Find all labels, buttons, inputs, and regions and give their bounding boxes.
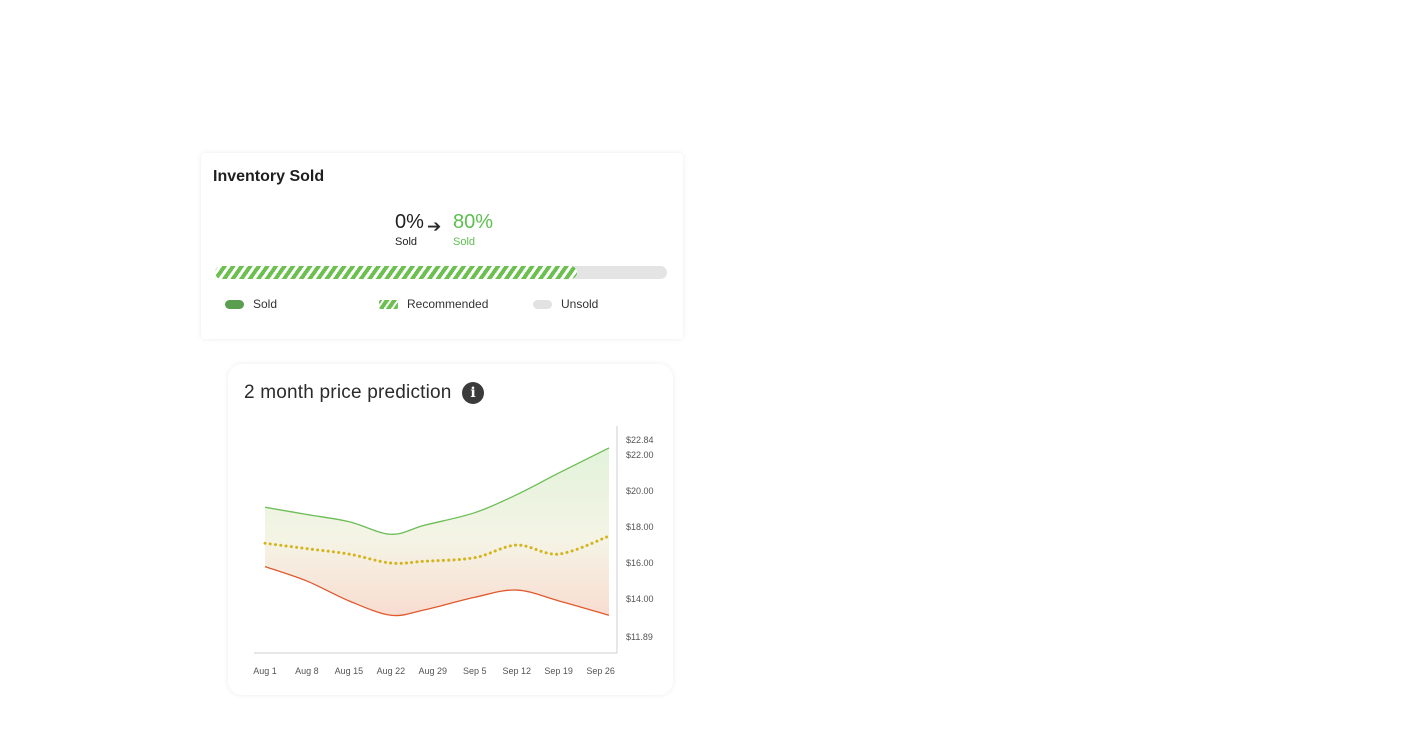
y-tick-label: $22.00 xyxy=(626,450,654,460)
inventory-title: Inventory Sold xyxy=(213,168,325,185)
inventory-progress-bar xyxy=(215,266,667,279)
target-sold-stat: 80% Sold xyxy=(453,211,493,248)
price-prediction-title: 2 month price prediction xyxy=(244,382,452,403)
x-tick-label: Aug 1 xyxy=(253,666,277,676)
recommended-progress-fill xyxy=(215,266,577,279)
price-prediction-card: 2 month price prediction i $22.84 $22.00 $… xyxy=(228,364,673,695)
x-tick-label: Aug 15 xyxy=(335,666,364,676)
legend-sold: Sold xyxy=(225,297,277,311)
x-tick-label: Aug 22 xyxy=(377,666,406,676)
y-tick-label: $20.00 xyxy=(626,486,654,496)
target-sold-label: Sold xyxy=(453,236,476,248)
arrow-right-icon: ➔ xyxy=(427,217,442,236)
target-sold-percent: 80% xyxy=(453,211,494,233)
x-tick-label: Sep 12 xyxy=(502,666,531,676)
series-line-lower xyxy=(264,566,610,617)
current-sold-stat: 0% Sold xyxy=(395,211,424,248)
x-tick-label: Sep 19 xyxy=(544,666,573,676)
x-tick-label: Aug 29 xyxy=(419,666,448,676)
legend-unsold: Unsold xyxy=(533,297,598,311)
y-tick-label: $16.00 xyxy=(626,558,654,568)
y-tick-label: $18.00 xyxy=(626,522,654,532)
y-tick-label: $22.84 xyxy=(626,435,654,445)
legend-recommended: Recommended xyxy=(379,297,488,311)
series-line-upper xyxy=(264,447,610,535)
legend-recommended-swatch xyxy=(379,299,398,309)
y-tick-label: $14.00 xyxy=(626,594,654,604)
info-icon[interactable]: i xyxy=(462,382,484,404)
price-prediction-chart: $22.84 $22.00 $20.00 $18.00 $16.00 $14.00 $11.… xyxy=(253,426,654,676)
legend-sold-label: Sold xyxy=(253,297,278,311)
legend-recommended-label: Recommended xyxy=(407,297,489,311)
current-sold-label: Sold xyxy=(395,236,418,248)
legend-unsold-label: Unsold xyxy=(561,297,599,311)
x-tick-label: Sep 5 xyxy=(463,666,487,676)
inventory-sold-card: Inventory Sold 0% Sold ➔ 80% Sold Sold R… xyxy=(201,153,683,339)
y-tick-label: $11.89 xyxy=(626,632,653,642)
x-tick-label: Aug 8 xyxy=(295,666,319,676)
series-line-middle xyxy=(263,534,611,565)
legend-sold-swatch xyxy=(225,299,244,309)
current-sold-percent: 0% xyxy=(395,211,424,233)
legend-unsold-swatch xyxy=(533,299,552,309)
prediction-band-area xyxy=(265,447,609,616)
x-tick-label: Sep 26 xyxy=(586,666,615,676)
